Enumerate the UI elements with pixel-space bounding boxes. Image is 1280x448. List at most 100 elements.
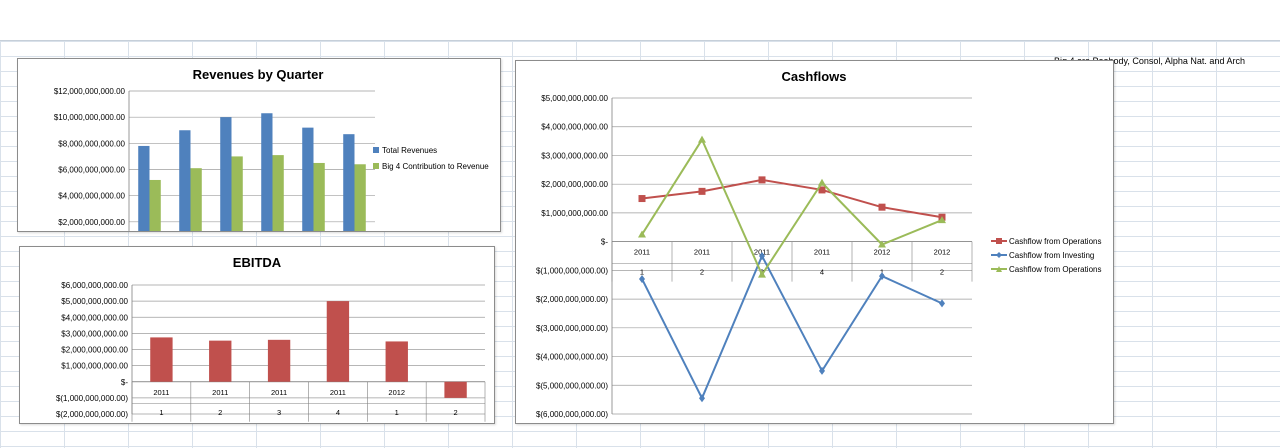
revenues-chart[interactable]: Revenues by Quarter$-$2,000,000,000.00$4… — [17, 58, 501, 232]
bar-ebitda-s0-4 — [385, 341, 408, 382]
bar-revenues-s1-2 — [231, 156, 243, 231]
series-line-1 — [641, 253, 943, 401]
point-s1-4 — [879, 272, 885, 281]
y-tick-label: $(4,000,000,000.00) — [536, 353, 608, 362]
x-tick-quarter: 3 — [277, 408, 281, 417]
x-tick-quarter: 4 — [336, 408, 340, 417]
point-s2-3 — [818, 178, 826, 186]
point-s0-4 — [878, 203, 886, 211]
bar-ebitda-s0-2 — [267, 339, 291, 382]
point-s0-1 — [698, 187, 706, 195]
bar-revenues-s1-0 — [149, 179, 161, 231]
legend-label: Total Revenues — [382, 146, 437, 155]
point-s2-5 — [938, 216, 946, 224]
y-tick-label: $3,000,000,000.00 — [61, 329, 128, 338]
bar-revenues-s0-4 — [302, 127, 314, 231]
y-tick-label: $10,000,000,000.00 — [54, 113, 126, 122]
y-tick-label: $4,000,000,000.00 — [61, 313, 128, 322]
bar-revenues-s1-5 — [354, 164, 366, 231]
y-tick-label: $4,000,000,000.00 — [58, 192, 125, 201]
bar-revenues-s0-3 — [261, 113, 273, 231]
y-tick-label: $(1,000,000,000.00) — [56, 394, 128, 403]
legend-marker — [996, 238, 1002, 244]
x-tick-year: 2011 — [634, 248, 650, 257]
y-tick-label: $6,000,000,000.00 — [61, 281, 128, 290]
y-tick-label: $3,000,000,000.00 — [541, 151, 608, 160]
x-tick-quarter: 2 — [940, 268, 944, 277]
bar-revenues-s0-1 — [179, 130, 191, 231]
x-tick-year: 2012 — [388, 388, 405, 397]
chart-title: Revenues by Quarter — [193, 67, 324, 82]
series-line-2 — [641, 137, 943, 277]
x-tick-year: 2012 — [874, 248, 891, 257]
point-s2-4 — [878, 240, 886, 248]
bar-revenues-s0-5 — [343, 134, 355, 231]
x-tick-quarter: 1 — [640, 268, 644, 277]
point-s0-2 — [758, 176, 766, 184]
x-tick-quarter: 4 — [820, 268, 824, 277]
bar-revenues-s1-1 — [190, 168, 202, 231]
point-s1-1 — [699, 394, 705, 403]
y-tick-label: $2,000,000,000.00 — [541, 180, 608, 189]
y-tick-label: $6,000,000,000.00 — [58, 166, 125, 175]
legend-label: Cashflow from Operations — [1009, 237, 1101, 246]
point-s1-0 — [639, 274, 645, 283]
bar-revenues-s0-0 — [138, 145, 150, 231]
y-tick-label: $1,000,000,000.00 — [61, 362, 128, 371]
legend-label: Cashflow from Operations — [1009, 265, 1101, 274]
y-tick-label: $(5,000,000,000.00) — [536, 381, 608, 390]
x-tick-year: 2012 — [934, 248, 951, 257]
x-tick-year: 2011 — [271, 388, 287, 397]
y-tick-label: $(3,000,000,000.00) — [536, 324, 608, 333]
x-tick-year: 2011 — [212, 388, 228, 397]
x-tick-quarter: 1 — [159, 408, 163, 417]
sheet-note: Big 4 are Peabody, Consol, Alpha Nat. an… — [1054, 56, 1245, 66]
revenues-chart-svg: Revenues by Quarter$-$2,000,000,000.00$4… — [54, 67, 489, 231]
point-s1-2 — [759, 252, 765, 260]
chart-title: EBITDA — [233, 255, 282, 270]
x-tick-year: 2011 — [814, 248, 830, 257]
y-tick-label: $- — [121, 378, 128, 387]
point-s2-2 — [758, 270, 766, 278]
y-tick-label: $4,000,000,000.00 — [541, 123, 608, 132]
bar-ebitda-s0-3 — [326, 301, 350, 382]
y-tick-label: $8,000,000,000.00 — [58, 139, 125, 148]
chart-title: Cashflows — [781, 69, 846, 84]
y-tick-label: $2,000,000,000.00 — [58, 218, 125, 227]
x-tick-quarter: 2 — [218, 408, 222, 417]
y-tick-label: $- — [601, 238, 608, 247]
cashflows-chart-svg: Cashflows $(6,000,000,000.00) $(5,000,000,… — [536, 69, 1102, 419]
y-tick-label: $2,000,000,000.00 — [61, 346, 128, 355]
x-tick-quarter: 1 — [395, 408, 399, 417]
point-s2-0 — [638, 230, 646, 238]
legend-swatch — [373, 163, 379, 169]
ebitda-chart-svg: EBITDA $(2,000,000,000.00) $(1,000,000,000… — [56, 255, 486, 422]
y-tick-label: $12,000,000,000.00 — [54, 87, 126, 96]
y-tick-label: $(2,000,000,000.00) — [536, 295, 608, 304]
y-tick-label: $(1,000,000,000.00) — [536, 266, 608, 275]
y-tick-label: $5,000,000,000.00 — [61, 297, 128, 306]
point-s1-5 — [939, 299, 945, 308]
y-tick-label: $1,000,000,000.00 — [541, 209, 608, 218]
bar-ebitda-s0-1 — [209, 340, 232, 382]
bar-revenues-s0-2 — [220, 117, 232, 231]
point-s0-0 — [638, 195, 646, 203]
x-tick-year: 2011 — [694, 248, 710, 257]
y-tick-label: $5,000,000,000.00 — [541, 94, 608, 103]
x-tick-year: 2011 — [153, 388, 169, 397]
bar-ebitda-s0-0 — [150, 337, 173, 382]
x-tick-year: 2011 — [330, 388, 346, 397]
x-tick-quarter: 2 — [700, 268, 704, 277]
x-tick-quarter: 2 — [453, 408, 457, 417]
y-tick-label: $(2,000,000,000.00) — [56, 410, 128, 419]
ebitda-chart[interactable]: EBITDA $(2,000,000,000.00) $(1,000,000,000… — [19, 246, 495, 424]
cashflows-chart[interactable]: Cashflows $(6,000,000,000.00) $(5,000,000,… — [515, 60, 1114, 424]
bar-ebitda-s0-5 — [444, 381, 467, 398]
legend-label: Big 4 Contribution to Revenue — [382, 162, 489, 171]
legend-swatch — [373, 147, 379, 153]
point-s1-3 — [819, 366, 825, 375]
legend-marker — [996, 266, 1002, 272]
point-s0-3 — [818, 186, 826, 194]
bar-revenues-s1-4 — [313, 162, 325, 231]
series-line-0 — [641, 178, 943, 219]
